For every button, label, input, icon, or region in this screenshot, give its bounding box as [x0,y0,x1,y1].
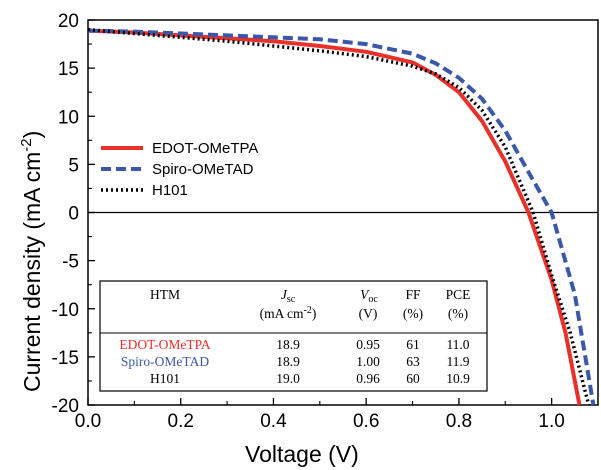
legend: EDOT-OMeTPA Spiro-OMeTAD H101 [101,140,258,199]
table-frame [99,280,488,392]
x-tick-label: 0.8 [446,411,472,432]
y-axis-title-end: ) [19,131,45,139]
y-tick-label: 15 [58,59,79,80]
row-h101-pce: 10.9 [446,371,470,386]
th-voc-sub: oc [368,294,378,305]
row-spiro-pce: 11.9 [446,354,469,369]
row-h101-htm: H101 [150,371,180,386]
row-spiro-htm: Spiro-OMeTAD [121,354,209,369]
legend-label-edot: EDOT-OMeTPA [152,140,258,157]
series-line-spiro-ometad [87,28,596,406]
y-tick-label: 0 [68,204,79,225]
y-tick-label: -10 [52,300,79,321]
row-edot-voc: 0.95 [356,337,380,352]
th-voc-main: V [360,287,370,302]
x-tick-label: 0.6 [353,411,379,432]
row-spiro-ff: 63 [406,354,420,369]
row-spiro-jsc: 18.9 [276,354,300,369]
row-edot-jsc: 18.9 [276,337,300,352]
y-axis-title: Current density (mA cm-2) [18,131,45,392]
y-axis-title-main: Current density (mA cm [19,152,45,392]
y-tick-label: -20 [52,396,79,417]
th-ff-unit: (%) [403,306,423,321]
legend-label-h101: H101 [152,182,188,199]
x-tick-label: 0.0 [75,411,101,432]
y-tick-label: 5 [68,155,79,176]
x-tick-label: 1.0 [538,411,564,432]
th-jsc-unit-end: ) [312,306,317,321]
x-tick-label: 0.4 [260,411,287,432]
th-jsc-unit-sup: -2 [304,305,312,316]
legend-label-spiro: Spiro-OMeTAD [152,161,254,178]
th-jsc-sub: sc [287,294,296,305]
row-edot-ff: 61 [406,337,420,352]
th-voc: Voc [360,287,378,305]
row-h101-ff: 60 [406,371,420,386]
series-line-edot-ometpa [87,28,582,406]
row-h101-jsc: 19.0 [276,371,300,386]
th-jsc-unit: (mA cm-2) [260,305,317,321]
y-tick-label: -5 [62,252,79,273]
th-jsc-main: J [281,287,288,302]
y-axis-title-sup: -2 [18,138,35,151]
th-ff: FF [405,287,421,302]
x-tick-label: 0.2 [168,411,194,432]
th-voc-unit: (V) [359,306,378,321]
row-h101-voc: 0.96 [356,371,380,386]
y-tick-label: 20 [58,11,79,32]
row-edot-pce: 11.0 [446,337,469,352]
row-edot-htm: EDOT-OMeTPA [119,337,211,352]
th-pce: PCE [446,287,471,302]
parameter-table: HTM Jsc (mA cm-2) Voc (V) FF (%) PCE (%)… [99,280,488,392]
row-spiro-voc: 1.00 [356,354,380,369]
th-jsc-unit-main: (mA cm [260,306,304,321]
th-htm: HTM [150,287,180,302]
series-line-h101 [87,27,591,406]
y-tick-label: -15 [52,348,79,369]
y-tick-label: 10 [58,107,79,128]
x-axis-title: Voltage (V) [245,441,359,467]
th-jsc: Jsc [281,287,296,305]
th-pce-unit: (%) [448,306,468,321]
